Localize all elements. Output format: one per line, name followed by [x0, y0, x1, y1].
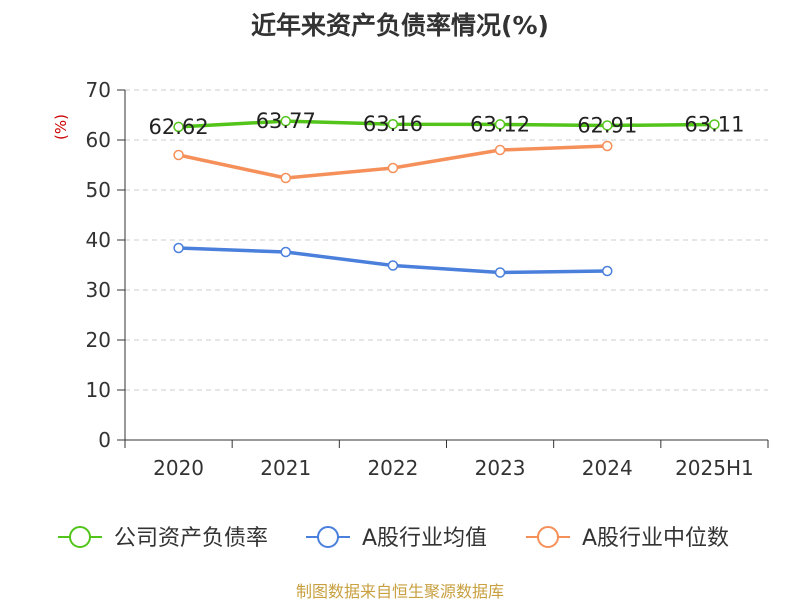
data-point [387, 162, 399, 174]
data-label: 63.12 [470, 112, 530, 136]
legend-marker [69, 526, 91, 548]
y-tick-label: 60 [86, 128, 111, 152]
series-line [178, 119, 715, 129]
legend-item: 公司资产负债率 [58, 526, 268, 551]
data-point [173, 149, 184, 161]
legend-item: A股行业均值 [306, 526, 487, 551]
grid-lines [125, 89, 768, 391]
data-point [173, 121, 184, 133]
x-tick-label: 2021 [260, 456, 311, 480]
y-tick-label: 70 [86, 78, 111, 102]
legend-label: A股行业均值 [362, 526, 487, 551]
data-point [387, 260, 399, 271]
y-tick-label: 10 [86, 378, 111, 402]
data-label: 63.16 [363, 112, 423, 136]
data-label: 63.11 [684, 112, 744, 136]
data-point [280, 115, 291, 127]
y-tick-label: 0 [98, 428, 111, 452]
data-point [494, 119, 506, 130]
y-tick-label: 40 [86, 228, 111, 252]
series-1 [173, 242, 613, 278]
legend-marker [537, 526, 559, 548]
y-tick-label: 50 [86, 178, 111, 202]
legend-label: 公司资产负债率 [114, 526, 268, 551]
y-tick-label: 20 [86, 328, 111, 352]
legend-marker [317, 526, 339, 548]
data-point [494, 267, 506, 278]
data-point [602, 120, 613, 131]
series-0: 62.62 63.77 63.16 63.12 62.91 63.11 [149, 109, 745, 139]
x-tick-label: 2023 [475, 456, 526, 480]
x-tick-label: 2024 [582, 456, 633, 480]
legend-item: A股行业中位数 [526, 526, 729, 551]
data-label: 62.62 [149, 115, 209, 139]
data-label: 62.91 [577, 113, 637, 137]
y-tick-labels: 0 10 20 30 40 50 60 70 [86, 78, 111, 452]
data-point [602, 140, 613, 152]
data-point [280, 246, 291, 258]
y-axis-label: (%) [52, 114, 70, 140]
series-2 [173, 140, 613, 184]
axes [117, 89, 769, 448]
legend: 公司资产负债率 A股行业均值 A股行业中位数 [58, 526, 729, 551]
data-point [709, 119, 720, 130]
x-tick-label: 2025H1 [675, 456, 754, 480]
data-point [173, 242, 184, 254]
data-label: 63.77 [256, 109, 316, 133]
data-point [387, 118, 399, 130]
source-note: 制图数据来自恒生聚源数据库 [295, 582, 504, 601]
data-point [280, 172, 291, 184]
x-tick-label: 2020 [153, 456, 204, 480]
data-point [494, 144, 506, 156]
series-lines: 62.62 63.77 63.16 63.12 62.91 63.11 [149, 109, 745, 278]
y-tick-label: 30 [86, 278, 111, 302]
chart-title: 近年来资产负债率情况(%) [251, 11, 549, 40]
legend-label: A股行业中位数 [582, 526, 729, 551]
x-tick-label: 2022 [367, 456, 418, 480]
data-point [602, 265, 613, 277]
x-tick-labels: 2020 2021 2022 2023 2024 2025H1 [153, 456, 754, 480]
